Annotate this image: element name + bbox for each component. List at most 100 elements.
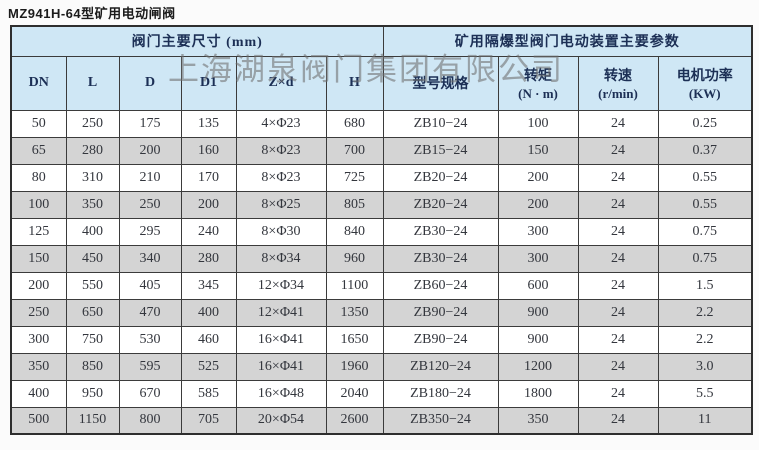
- table-body: 50 250 175 135 4×Φ23 680 ZB10−24 100 24 0.25 65 280…: [10, 109, 753, 435]
- table-cell: 24: [577, 298, 659, 327]
- table-cell: 350: [10, 352, 67, 381]
- table-cell: 200: [497, 163, 579, 192]
- table-cell: 16×Φ48: [235, 379, 327, 408]
- table-cell: 170: [180, 163, 237, 192]
- table-cell: 725: [325, 163, 384, 192]
- table-cell: ZB30−24: [382, 217, 499, 246]
- table-cell: 24: [577, 109, 659, 138]
- table-cell: 470: [118, 298, 182, 327]
- table-cell: 65: [10, 136, 67, 165]
- table-cell: 400: [10, 379, 67, 408]
- table-cell: 1650: [325, 325, 384, 354]
- table-cell: 1800: [497, 379, 579, 408]
- table-cell: 0.55: [657, 163, 753, 192]
- table-cell: 150: [10, 244, 67, 273]
- table-cell: 12×Φ34: [235, 271, 327, 300]
- table-cell: 405: [118, 271, 182, 300]
- section-header-dimensions: 阀门主要尺寸 (mm): [10, 25, 384, 57]
- table-cell: 595: [118, 352, 182, 381]
- table-cell: ZB20−24: [382, 163, 499, 192]
- col-header-speed: 转速 (r/min): [577, 55, 659, 111]
- table-cell: 0.75: [657, 244, 753, 273]
- table-row: 400 950 670 585 16×Φ48 2040 ZB180−24 1800 24 5.5: [10, 379, 753, 408]
- table-row: 350 850 595 525 16×Φ41 1960 ZB120−24 1200 24 3.0: [10, 352, 753, 381]
- table-cell: 250: [10, 298, 67, 327]
- table-row: 300 750 530 460 16×Φ41 1650 ZB90−24 900 24 2.2: [10, 325, 753, 354]
- table-cell: 350: [65, 190, 120, 219]
- table-cell: 1.5: [657, 271, 753, 300]
- table-cell: 460: [180, 325, 237, 354]
- section-header-row: 阀门主要尺寸 (mm) 矿用隔爆型阀门电动装置主要参数: [10, 25, 753, 57]
- table-cell: 12×Φ41: [235, 298, 327, 327]
- table-cell: 24: [577, 190, 659, 219]
- table-cell: 400: [65, 217, 120, 246]
- table-cell: 805: [325, 190, 384, 219]
- table-cell: 900: [497, 325, 579, 354]
- table-cell: 800: [118, 406, 182, 435]
- table-cell: 100: [497, 109, 579, 138]
- table-cell: 200: [180, 190, 237, 219]
- table-cell: 850: [65, 352, 120, 381]
- table-cell: 680: [325, 109, 384, 138]
- table-row: 50 250 175 135 4×Φ23 680 ZB10−24 100 24 0.25: [10, 109, 753, 138]
- table-cell: 16×Φ41: [235, 325, 327, 354]
- table-cell: 200: [118, 136, 182, 165]
- col-header-d: D: [118, 55, 182, 111]
- table-row: 150 450 340 280 8×Φ34 960 ZB30−24 300 24 0.75: [10, 244, 753, 273]
- table-row: 125 400 295 240 8×Φ30 840 ZB30−24 300 24 0.75: [10, 217, 753, 246]
- table-row: 80 310 210 170 8×Φ23 725 ZB20−24 200 24 0.55: [10, 163, 753, 192]
- table-cell: 650: [65, 298, 120, 327]
- table-cell: 0.75: [657, 217, 753, 246]
- table-row: 250 650 470 400 12×Φ41 1350 ZB90−24 900 24 2.2: [10, 298, 753, 327]
- table-cell: 600: [497, 271, 579, 300]
- table-cell: 8×Φ30: [235, 217, 327, 246]
- table-cell: 345: [180, 271, 237, 300]
- table-cell: 2.2: [657, 298, 753, 327]
- spec-table: 阀门主要尺寸 (mm) 矿用隔爆型阀门电动装置主要参数 DN L D D1 Z×…: [10, 25, 753, 435]
- table-cell: 16×Φ41: [235, 352, 327, 381]
- table-cell: 24: [577, 217, 659, 246]
- table-cell: 550: [65, 271, 120, 300]
- table-cell: 525: [180, 352, 237, 381]
- table-cell: 900: [497, 298, 579, 327]
- table-cell: 100: [10, 190, 67, 219]
- column-header-row: DN L D D1 Z×d H 型号规格 转矩 (N · m) 转速 (r/min)…: [10, 55, 753, 111]
- table-cell: 2600: [325, 406, 384, 435]
- col-header-d1: D1: [180, 55, 237, 111]
- table-cell: 50: [10, 109, 67, 138]
- table-cell: ZB90−24: [382, 325, 499, 354]
- table-cell: 8×Φ23: [235, 136, 327, 165]
- table-cell: 700: [325, 136, 384, 165]
- col-header-zxd: Z×d: [235, 55, 327, 111]
- table-cell: 150: [497, 136, 579, 165]
- table-cell: 175: [118, 109, 182, 138]
- table-cell: 400: [180, 298, 237, 327]
- col-header-torque: 转矩 (N · m): [497, 55, 579, 111]
- table-cell: 8×Φ25: [235, 190, 327, 219]
- table-cell: 3.0: [657, 352, 753, 381]
- table-cell: 240: [180, 217, 237, 246]
- table-cell: ZB350−24: [382, 406, 499, 435]
- table-cell: 500: [10, 406, 67, 435]
- table-cell: 1200: [497, 352, 579, 381]
- table-cell: 350: [497, 406, 579, 435]
- page-title: MZ941H-64型矿用电动闸阀: [8, 6, 176, 21]
- table-cell: 705: [180, 406, 237, 435]
- table-cell: 300: [497, 244, 579, 273]
- table-cell: 950: [65, 379, 120, 408]
- table-cell: ZB120−24: [382, 352, 499, 381]
- table-cell: 11: [657, 406, 753, 435]
- table-cell: 24: [577, 136, 659, 165]
- table-cell: 1100: [325, 271, 384, 300]
- table-cell: 2.2: [657, 325, 753, 354]
- table-row: 65 280 200 160 8×Φ23 700 ZB15−24 150 24 0.37: [10, 136, 753, 165]
- col-header-h: H: [325, 55, 384, 111]
- table-cell: 1960: [325, 352, 384, 381]
- col-header-l: L: [65, 55, 120, 111]
- table-cell: 5.5: [657, 379, 753, 408]
- col-header-model: 型号规格: [382, 55, 499, 111]
- table-cell: 300: [497, 217, 579, 246]
- table-cell: 8×Φ34: [235, 244, 327, 273]
- table-cell: 300: [10, 325, 67, 354]
- table-cell: 960: [325, 244, 384, 273]
